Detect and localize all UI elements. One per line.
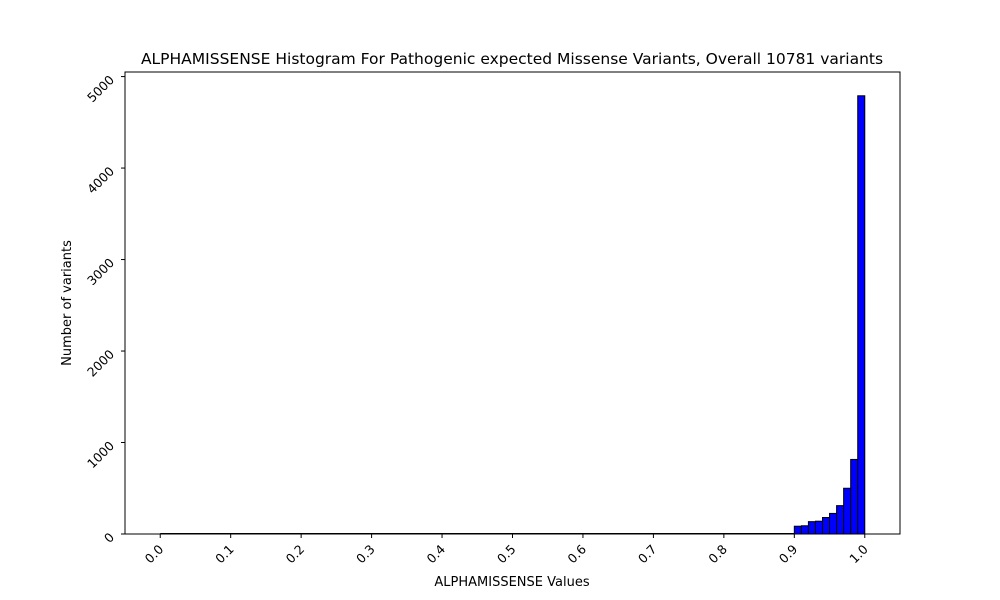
x-tick-label: 0.2 xyxy=(283,542,308,567)
x-axis-label: ALPHAMISSENSE Values xyxy=(434,575,589,590)
x-tick-label: 0.4 xyxy=(423,541,448,566)
histogram-bar xyxy=(800,525,809,535)
histogram-bar xyxy=(822,517,831,535)
y-axis-label: Number of variants xyxy=(60,240,75,366)
histogram-bar xyxy=(850,458,859,535)
y-tick-label: 4000 xyxy=(84,164,117,197)
x-tick-label: 0.7 xyxy=(635,542,660,567)
x-tick-label: 0.0 xyxy=(142,541,167,566)
x-tick-label: 0.1 xyxy=(212,542,237,567)
x-tick-label: 1.0 xyxy=(846,541,871,566)
x-tick-label: 0.9 xyxy=(776,541,801,566)
chart-title: ALPHAMISSENSE Histogram For Pathogenic e… xyxy=(141,50,883,68)
histogram-bar xyxy=(836,505,845,535)
plot-frame xyxy=(124,71,901,535)
x-tick-label: 0.3 xyxy=(353,542,378,567)
y-tick-label: 0 xyxy=(101,529,117,545)
histogram-bar xyxy=(814,520,823,535)
y-tick-label: 2000 xyxy=(84,347,117,380)
histogram-bar xyxy=(843,487,852,535)
y-tick-label: 5000 xyxy=(84,72,117,105)
x-tick-label: 0.5 xyxy=(494,542,519,567)
x-tick-label: 0.8 xyxy=(705,541,730,566)
x-axis-ticks: 0.0 0.1 0.2 0.3 0.4 0.5 0.6 0.7 0.8 0.9 1.0 xyxy=(142,534,871,566)
histogram-bar xyxy=(793,525,802,535)
histogram-bar xyxy=(829,512,838,535)
y-axis-ticks: 0 1000 2000 3000 4000 5000 xyxy=(84,72,125,546)
bars-group xyxy=(793,95,866,535)
y-tick-label: 3000 xyxy=(84,255,117,288)
x-tick-label: 0.6 xyxy=(564,541,589,566)
histogram-bar xyxy=(857,95,866,535)
histogram-bar xyxy=(807,521,816,535)
y-tick-label: 1000 xyxy=(84,438,117,471)
